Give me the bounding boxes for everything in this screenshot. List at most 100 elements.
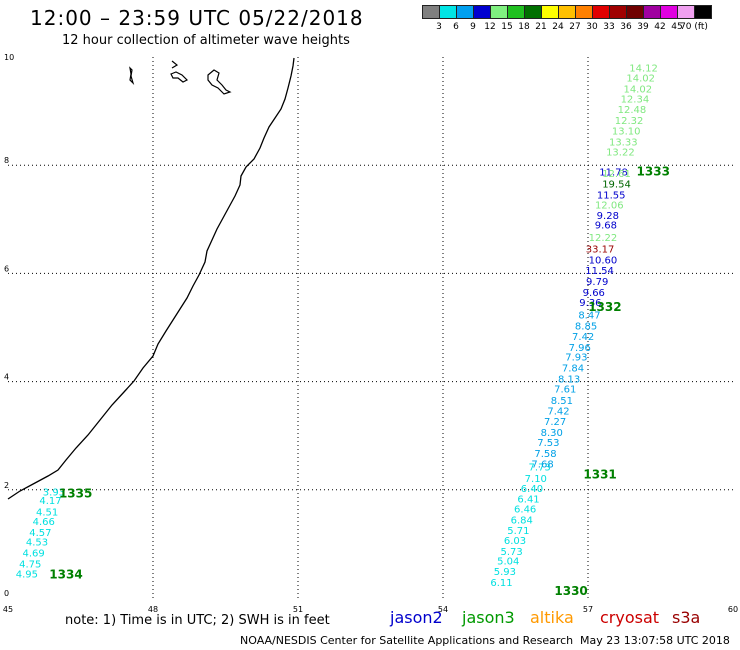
wave-height-value: 6.11	[490, 578, 512, 589]
time-label: 1333	[637, 165, 670, 179]
wave-height-value: 12.34	[621, 95, 650, 106]
wave-height-value: 6.03	[504, 536, 526, 547]
scale-label: 12	[484, 22, 496, 32]
wave-height-value: 4.66	[33, 517, 55, 528]
wave-height-value: 8.51	[551, 396, 573, 407]
chart-subtitle: 12 hour collection of altimeter wave hei…	[62, 33, 350, 48]
wave-height-value: 4.17	[39, 496, 61, 507]
wave-height-value: 12.61	[602, 169, 631, 180]
wave-height-value: 5.04	[497, 557, 519, 568]
coastline	[7, 57, 295, 500]
y-tick-label: 6	[4, 264, 9, 273]
time-label: 1335	[59, 487, 92, 501]
island-shape	[129, 66, 135, 86]
wave-height-value: 7.42	[547, 406, 569, 417]
wave-height-value: 9.79	[586, 277, 608, 288]
wave-height-value: 7.84	[562, 364, 584, 375]
wave-height-value: 8.47	[578, 311, 600, 322]
wave-height-value: 12.32	[615, 116, 644, 127]
x-tick-label: 48	[148, 605, 158, 614]
wave-height-value: 9.68	[595, 221, 617, 232]
wave-height-value: 7.53	[537, 438, 559, 449]
x-tick-label: 60	[728, 605, 738, 614]
time-label: 1334	[49, 568, 82, 582]
scale-label: 33	[603, 22, 615, 32]
wave-height-value: 4.69	[22, 549, 44, 560]
wave-height-value: 4.53	[26, 538, 48, 549]
wave-height-value: 12.06	[595, 201, 624, 212]
satellite-altika: altika	[530, 608, 574, 627]
satellite-s3a: s3a	[672, 608, 701, 627]
wave-height-value: 13.22	[606, 148, 635, 159]
scale-label: 45	[671, 22, 683, 32]
scale-label: 18	[518, 22, 530, 32]
x-tick-label: 51	[293, 605, 303, 614]
coastline-path	[7, 57, 295, 500]
wave-height-value: 4.51	[36, 507, 58, 518]
scale-label: 3	[436, 22, 442, 32]
wave-height-value: 8.30	[541, 428, 563, 439]
scale-label: 6	[453, 22, 459, 32]
wave-height-value: 12.22	[589, 233, 618, 244]
wave-height-value: 4.57	[29, 528, 51, 539]
scale-label: 21	[535, 22, 547, 32]
y-tick-label: 4	[4, 373, 9, 382]
y-tick-label: 10	[4, 53, 14, 62]
y-tick-label: 0	[4, 589, 9, 598]
time-label: 1332	[588, 300, 621, 314]
wave-height-value: 7.27	[544, 417, 566, 428]
wave-height-value: 7.96	[569, 343, 591, 354]
time-label: 1330	[554, 584, 587, 598]
wave-height-value: 7.10	[525, 474, 547, 485]
time-label: 1331	[583, 468, 616, 482]
wave-height-value: 12.48	[618, 105, 647, 116]
satellite-cryosat: cryosat	[600, 608, 660, 627]
scale-label: 42	[654, 22, 666, 32]
scale-label: 30	[586, 22, 598, 32]
wave-height-value: 11.54	[585, 266, 614, 277]
wave-height-value: 5.93	[494, 567, 516, 578]
wave-height-value: 33.17	[586, 245, 615, 256]
color-scale-labels: 3 6 9 12 15 18 21 24 27 30 33 36 39 42 45 70 (ft)	[422, 22, 740, 34]
wave-height-value: 5.71	[507, 526, 529, 537]
island-shape	[207, 69, 232, 95]
wave-height-value: 4.95	[16, 570, 38, 581]
wave-height-value: 10.60	[589, 255, 618, 266]
wave-height-value: 7.93	[565, 353, 587, 364]
scale-label: 15	[501, 22, 513, 32]
scale-label: 27	[569, 22, 581, 32]
wave-height-value: 9.36	[579, 298, 601, 309]
wave-height-value: 6.41	[517, 494, 539, 505]
wave-height-value: 13.10	[612, 127, 641, 138]
chart-title: 12:00 – 23:59 UTC 05/22/2018	[30, 6, 364, 30]
wave-height-value: 5.73	[501, 547, 523, 558]
satellite-jason3: jason3	[462, 608, 515, 627]
wave-height-value: 9.66	[583, 288, 605, 299]
island-shape	[171, 60, 179, 69]
time-labels: 1335 1334 1333 1332 1331 1330	[49, 165, 670, 598]
scale-label: 24	[552, 22, 564, 32]
wave-height-value: 13.33	[609, 137, 638, 148]
color-scale	[422, 5, 712, 19]
wave-height-value: 19.54	[602, 180, 631, 191]
x-tick-label: 54	[438, 605, 448, 614]
scale-label: 36	[620, 22, 632, 32]
wave-height-values: 3.934.174.514.664.574.534.694.754.95 7.73…	[16, 63, 658, 588]
wave-height-value: 8.13	[558, 374, 580, 385]
credit-text: NOAA/NESDIS Center for Satellite Applica…	[240, 634, 574, 647]
wave-height-value: 14.02	[623, 84, 652, 95]
scale-label: 9	[470, 22, 476, 32]
wave-height-value: 11.55	[597, 190, 626, 201]
axis-ticks: 45 48 51 54 57 60 0 2 4 6 8 10	[3, 53, 738, 614]
footer-note: note: 1) Time is in UTC; 2) SWH is in fe…	[65, 613, 330, 628]
wave-height-value: 9.28	[597, 211, 619, 222]
wave-height-value: 7.42	[572, 332, 594, 343]
y-tick-label: 2	[4, 481, 9, 490]
wave-height-value: 4.75	[19, 559, 41, 570]
wave-height-value: 7.58	[534, 449, 556, 460]
wave-height-value: 7.61	[554, 385, 576, 396]
wave-height-value: 6.84	[511, 516, 533, 527]
wave-height-value: 7.73	[529, 463, 551, 474]
wave-height-value: 3.93	[43, 487, 65, 498]
